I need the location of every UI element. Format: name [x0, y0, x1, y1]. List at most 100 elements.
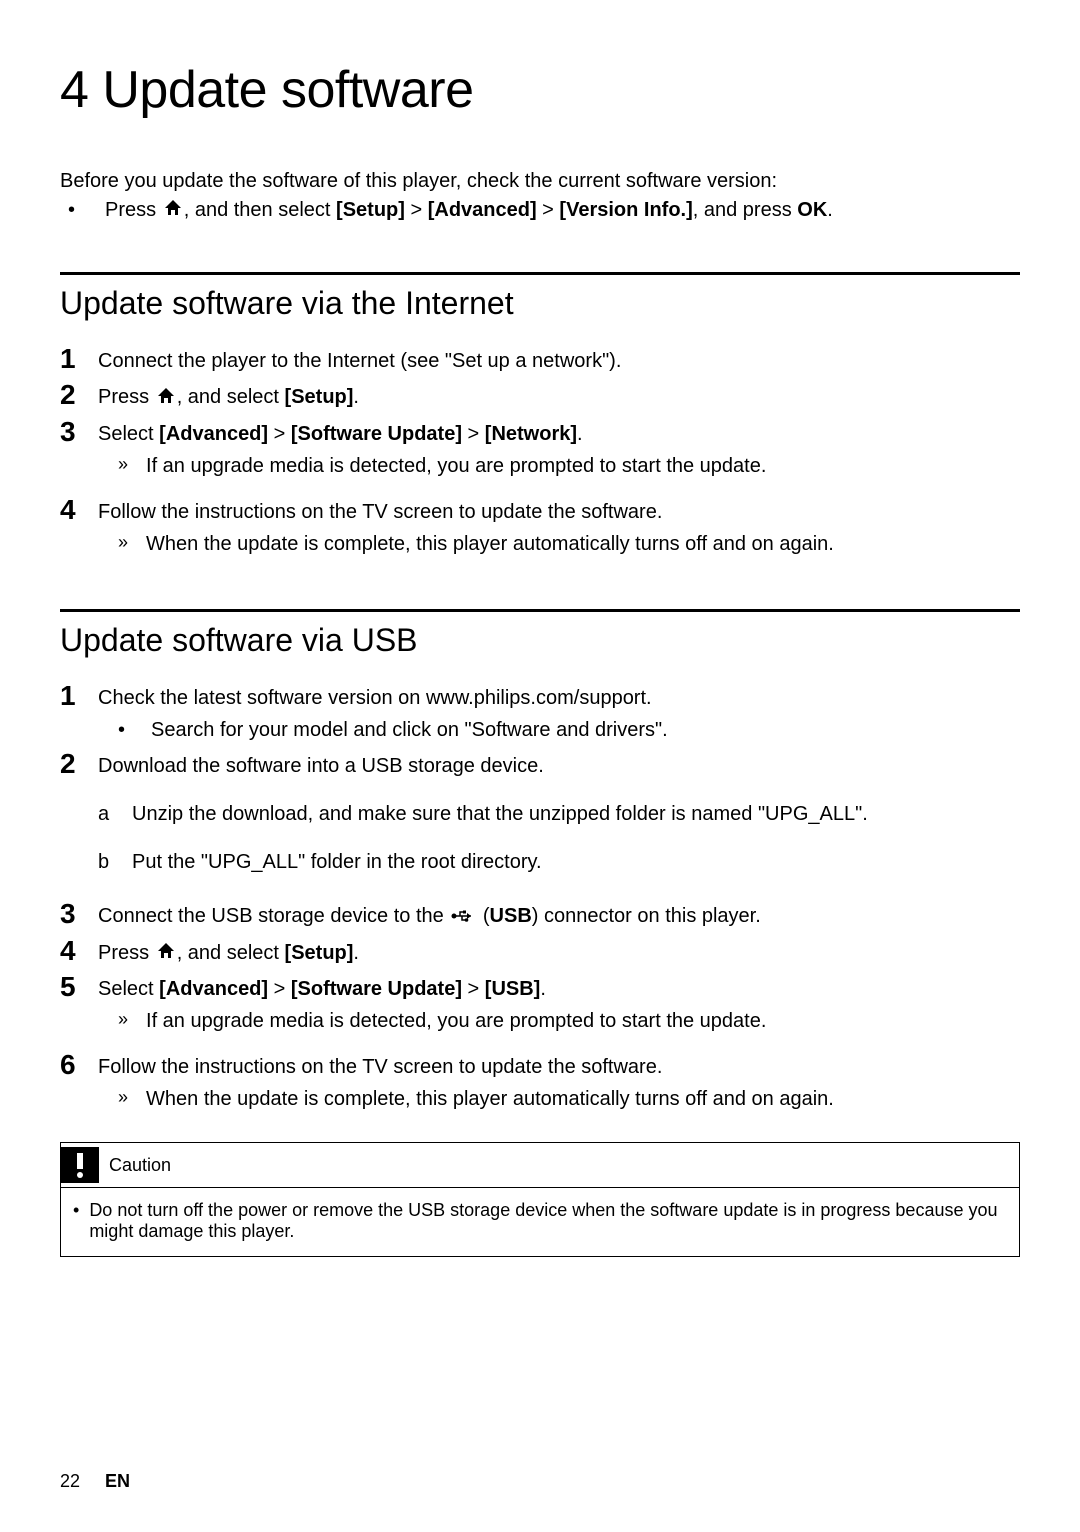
text: ) connector on this player.: [532, 905, 761, 927]
text: >: [268, 423, 291, 445]
home-icon: [157, 383, 175, 413]
bullet-dot: •: [73, 1200, 79, 1221]
text: .: [353, 942, 359, 964]
step-number: 1: [60, 342, 98, 376]
usb-label: [USB]: [485, 978, 541, 1000]
step-content: Download the software into a USB storage…: [98, 747, 1020, 895]
software-update-label: [Software Update]: [291, 423, 462, 445]
step-number: 4: [60, 934, 98, 968]
bullet-dot: •: [118, 715, 125, 745]
step-number: 1: [60, 679, 98, 713]
network-label: [Network]: [485, 423, 577, 445]
sub-bullet: » If an upgrade media is detected, you a…: [118, 1006, 1020, 1036]
text: Download the software into a USB storage…: [98, 755, 544, 777]
sub-bullet: » If an upgrade media is detected, you a…: [118, 451, 1020, 481]
step-content: Follow the instructions on the TV screen…: [98, 493, 1020, 559]
step-content: Select [Advanced] > [Software Update] > …: [98, 970, 1020, 1036]
setup-label: [Setup]: [285, 942, 354, 964]
ab-text: Unzip the download, and make sure that t…: [132, 799, 868, 829]
arrow-marker: »: [118, 1084, 128, 1111]
step-number: 3: [60, 897, 98, 931]
sub-bullet-text: When the update is complete, this player…: [146, 529, 834, 559]
step-number: 3: [60, 415, 98, 449]
page-footer: 22 EN: [60, 1471, 130, 1492]
usb-icon: [451, 902, 475, 932]
sub-step-b: b Put the "UPG_ALL" folder in the root d…: [98, 847, 1020, 877]
step-5: 5 Select [Advanced] > [Software Update] …: [60, 970, 1020, 1036]
text: , and press: [693, 199, 798, 221]
text: .: [577, 423, 583, 445]
arrow-marker: »: [118, 529, 128, 556]
step-1: 1 Connect the player to the Internet (se…: [60, 342, 1020, 376]
text: .: [540, 978, 546, 1000]
version-info-label: [Version Info.]: [559, 199, 692, 221]
divider: [60, 609, 1020, 612]
intro-text: Before you update the software of this p…: [60, 170, 1020, 193]
text: .: [827, 199, 833, 221]
arrow-marker: »: [118, 451, 128, 478]
intro-bullet-content: Press , and then select [Setup] > [Advan…: [105, 199, 833, 222]
step-content: Follow the instructions on the TV screen…: [98, 1048, 1020, 1114]
text: Follow the instructions on the TV screen…: [98, 1056, 662, 1078]
home-icon: [157, 938, 175, 968]
arrow-marker: »: [118, 1006, 128, 1033]
step-content: Select [Advanced] > [Software Update] > …: [98, 415, 1020, 481]
text: Select: [98, 978, 159, 1000]
text: >: [462, 978, 485, 1000]
bullet-dot: •: [68, 199, 75, 222]
caution-title: Caution: [109, 1155, 171, 1176]
step-number: 5: [60, 970, 98, 1004]
step-content: Check the latest software version on www…: [98, 679, 1020, 745]
text: >: [462, 423, 485, 445]
text: , and then select: [184, 199, 336, 221]
step-number: 4: [60, 493, 98, 527]
sub-bullet-text: If an upgrade media is detected, you are…: [146, 1006, 766, 1036]
ok-label: OK: [797, 199, 827, 221]
advanced-label: [Advanced]: [159, 423, 268, 445]
caution-text: Do not turn off the power or remove the …: [89, 1200, 1007, 1242]
step-2: 2 Press , and select [Setup].: [60, 378, 1020, 413]
section-heading-usb: Update software via USB: [60, 622, 1020, 659]
text: (: [477, 905, 489, 927]
text: Select: [98, 423, 159, 445]
sub-bullet: » When the update is complete, this play…: [118, 529, 1020, 559]
page-number: 22: [60, 1471, 80, 1491]
text: Check the latest software version on www…: [98, 687, 652, 709]
step-content: Connect the player to the Internet (see …: [98, 342, 1020, 376]
sub-step-a: a Unzip the download, and make sure that…: [98, 799, 1020, 829]
step-number: 2: [60, 378, 98, 412]
divider: [60, 272, 1020, 275]
sub-bullet-text: If an upgrade media is detected, you are…: [146, 451, 766, 481]
text: Connect the USB storage device to the: [98, 905, 449, 927]
section-heading-internet: Update software via the Internet: [60, 285, 1020, 322]
setup-label: [Setup]: [285, 386, 354, 408]
step-4: 4 Follow the instructions on the TV scre…: [60, 493, 1020, 559]
advanced-label: [Advanced]: [159, 978, 268, 1000]
home-icon: [164, 199, 182, 222]
text: , and select: [177, 386, 285, 408]
caution-box: Caution • Do not turn off the power or r…: [60, 1142, 1020, 1257]
step-content: Press , and select [Setup].: [98, 934, 1020, 969]
text: >: [405, 199, 428, 221]
text: Press: [105, 199, 162, 221]
caution-icon: [61, 1147, 99, 1183]
step-6: 6 Follow the instructions on the TV scre…: [60, 1048, 1020, 1114]
advanced-label: [Advanced]: [428, 199, 537, 221]
ab-text: Put the "UPG_ALL" folder in the root dir…: [132, 847, 542, 877]
caution-body: • Do not turn off the power or remove th…: [61, 1188, 1019, 1256]
sub-bullet: • Search for your model and click on "So…: [118, 715, 1020, 745]
sub-bullet: » When the update is complete, this play…: [118, 1084, 1020, 1114]
step-4: 4 Press , and select [Setup].: [60, 934, 1020, 969]
sub-bullet-text: Search for your model and click on "Soft…: [151, 715, 668, 745]
text: Press: [98, 942, 155, 964]
caution-header: Caution: [61, 1143, 1019, 1188]
step-3: 3 Connect the USB storage device to the …: [60, 897, 1020, 932]
step-number: 6: [60, 1048, 98, 1082]
ab-marker: b: [98, 847, 132, 877]
setup-label: [Setup]: [336, 199, 405, 221]
language-code: EN: [105, 1471, 130, 1491]
step-3: 3 Select [Advanced] > [Software Update] …: [60, 415, 1020, 481]
step-content: Press , and select [Setup].: [98, 378, 1020, 413]
step-number: 2: [60, 747, 98, 781]
ab-marker: a: [98, 799, 132, 829]
